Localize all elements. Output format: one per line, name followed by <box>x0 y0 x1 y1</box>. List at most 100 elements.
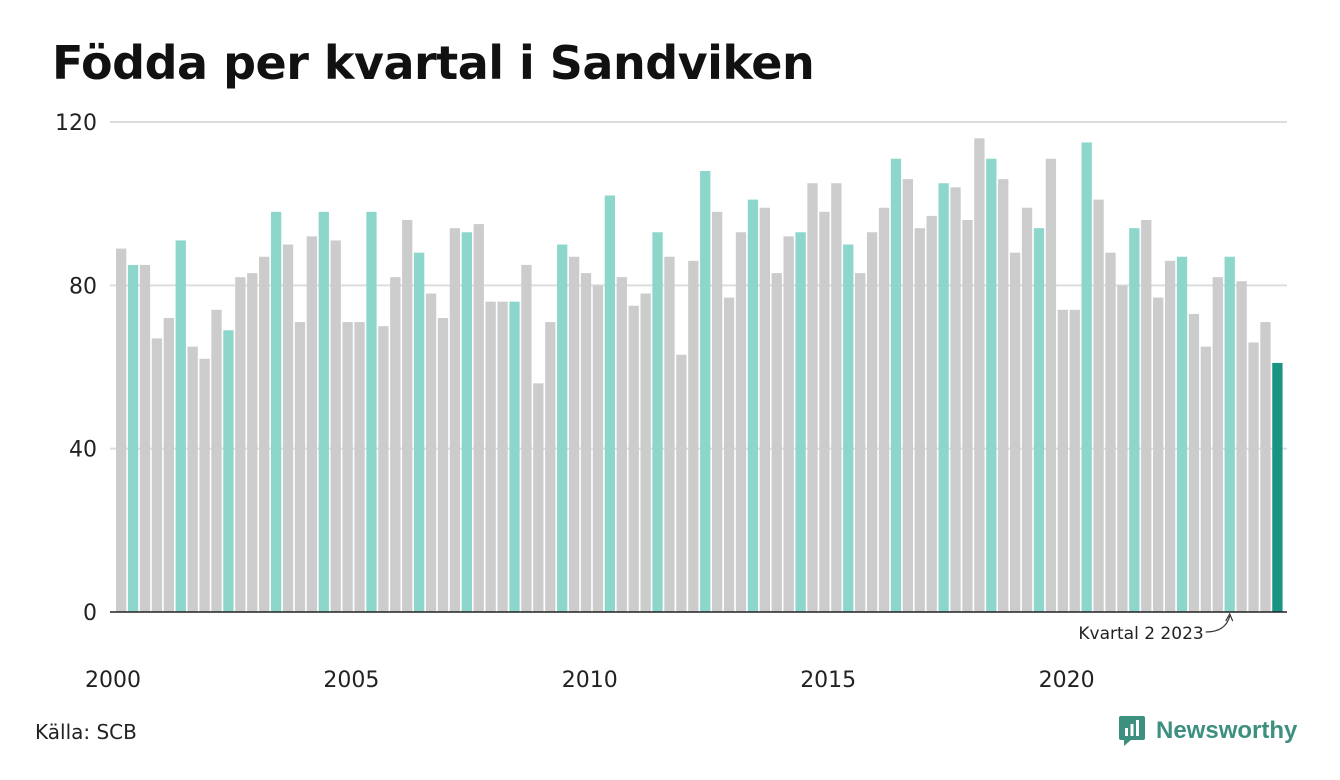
bar <box>354 322 365 612</box>
x-tick-label: 2015 <box>800 668 856 693</box>
bar <box>1045 158 1057 612</box>
bar <box>1164 260 1176 612</box>
bar <box>1081 142 1092 612</box>
bar <box>616 277 627 612</box>
bar <box>688 260 699 612</box>
bar <box>378 326 389 612</box>
bar <box>330 240 341 612</box>
x-tick-label: 2005 <box>323 668 379 693</box>
bar <box>700 171 711 612</box>
bar <box>1117 285 1128 612</box>
bar <box>425 293 437 612</box>
bar <box>139 264 151 612</box>
bar <box>986 158 997 612</box>
annotation-arrow <box>1205 615 1231 633</box>
bar <box>437 318 449 612</box>
bar <box>1212 277 1223 612</box>
bar <box>509 301 520 612</box>
bar <box>521 264 532 612</box>
bar <box>461 232 472 612</box>
newsworthy-logo-text: Newsworthy <box>1156 717 1298 744</box>
bar <box>235 277 246 612</box>
bar <box>843 244 854 612</box>
bar <box>580 273 592 612</box>
bar <box>664 256 675 612</box>
bar <box>807 183 818 612</box>
bar <box>1093 199 1104 613</box>
bar <box>747 199 759 613</box>
y-tick-label: 40 <box>69 438 97 463</box>
bar <box>831 183 842 612</box>
bars <box>116 138 1283 613</box>
bar <box>902 179 914 612</box>
bar <box>628 305 639 612</box>
bar <box>402 220 413 612</box>
bar <box>998 179 1009 612</box>
axes: 0 40 80 120 2000 2005 2010 2015 2020 <box>55 111 1287 693</box>
bar <box>1272 362 1283 612</box>
bar <box>1010 252 1021 612</box>
bar <box>223 330 234 612</box>
bar <box>568 256 580 612</box>
bar <box>926 215 937 612</box>
annotation-arrowhead <box>1225 612 1234 622</box>
bar <box>163 318 174 612</box>
bar <box>211 309 222 612</box>
bar <box>366 211 377 613</box>
bar <box>652 232 663 612</box>
source-note: Källa: SCB <box>35 720 137 744</box>
bar <box>449 228 461 612</box>
bar <box>533 383 544 612</box>
y-tick-label: 80 <box>69 274 97 299</box>
bar <box>282 244 294 612</box>
bar <box>1141 220 1152 612</box>
bar <box>485 301 496 612</box>
bar <box>1021 207 1033 612</box>
bar <box>938 183 949 612</box>
chart-title: Födda per kvartal i Sandviken <box>52 36 815 90</box>
x-tick-label: 2010 <box>562 668 618 693</box>
bar <box>247 273 258 612</box>
bar <box>1200 346 1212 612</box>
bar <box>557 244 568 612</box>
bar <box>1069 309 1080 612</box>
annotation-label: Kvartal 2 2023 <box>1078 624 1203 644</box>
bar <box>116 248 127 613</box>
bar <box>1057 309 1068 612</box>
bar <box>855 273 866 612</box>
bar <box>878 207 890 612</box>
newsworthy-logo-icon <box>1119 716 1145 746</box>
bar <box>270 211 282 613</box>
bar <box>127 264 139 612</box>
bar <box>414 252 425 612</box>
bar <box>1033 228 1045 612</box>
bar <box>294 322 306 612</box>
x-tick-label: 2020 <box>1039 668 1095 693</box>
bar <box>1153 297 1164 612</box>
bar <box>306 236 318 613</box>
bar <box>473 224 484 613</box>
bar <box>342 322 353 612</box>
bar <box>1224 256 1235 612</box>
bar <box>390 277 401 612</box>
bar <box>545 322 556 612</box>
bar <box>771 273 782 612</box>
bar <box>783 236 794 613</box>
bar <box>962 220 973 612</box>
bar <box>759 207 770 612</box>
bar <box>199 358 210 612</box>
bar <box>1129 228 1140 612</box>
bar <box>604 195 616 612</box>
bar <box>890 158 902 612</box>
bar <box>819 211 830 613</box>
bar <box>712 211 723 613</box>
bar <box>1176 256 1188 612</box>
bar <box>259 256 270 612</box>
bar <box>1236 281 1247 612</box>
bar <box>1248 342 1259 612</box>
annotation-group: Kvartal 2 2023 <box>1078 612 1234 644</box>
bar <box>187 346 198 612</box>
y-tick-label: 120 <box>55 111 97 136</box>
bar <box>723 297 735 612</box>
